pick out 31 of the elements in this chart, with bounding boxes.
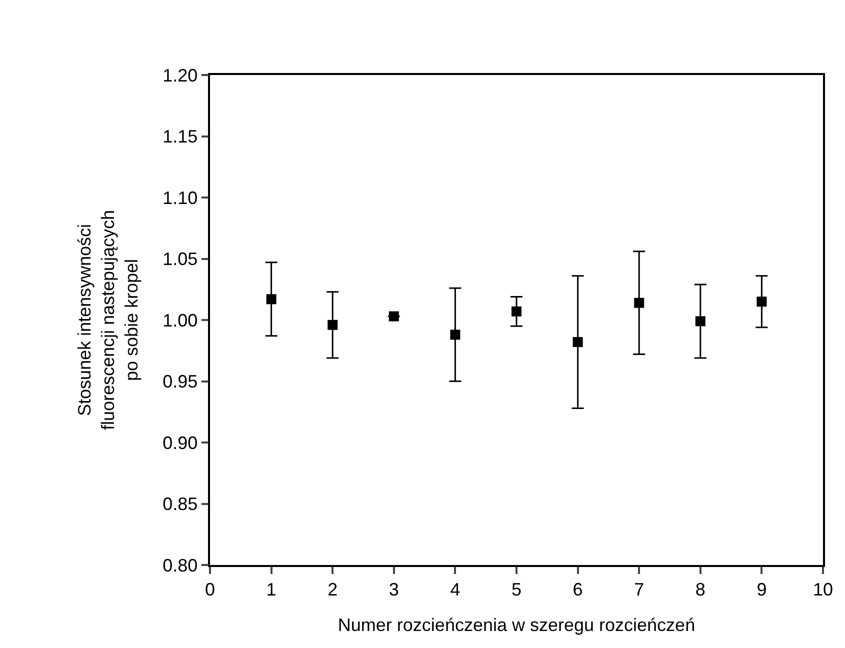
y-tick-label: 0.80: [162, 555, 198, 576]
x-tick-label: 7: [634, 579, 644, 600]
x-tick-label: 5: [511, 579, 522, 600]
y-tick-label: 0.90: [162, 432, 198, 453]
y-tick-label: 1.05: [162, 249, 198, 270]
point: [695, 316, 706, 326]
y-tick-label: 1.00: [162, 310, 198, 330]
x-tick-label: 10: [812, 579, 834, 600]
x-axis-title: Numer rozcieńczenia w szeregu rozcieńczeń: [338, 614, 696, 635]
x-tick-label: 8: [695, 579, 706, 600]
x-tick-label: 9: [756, 579, 767, 600]
y-tick-label: 0.95: [162, 372, 198, 392]
y-tick-label: 1.20: [162, 65, 198, 86]
point: [450, 330, 460, 340]
y-tick-label: 0.85: [162, 494, 198, 514]
point: [388, 311, 399, 322]
x-tick-label: 3: [388, 579, 399, 600]
point: [266, 294, 276, 304]
point: [512, 306, 522, 316]
y-tick-label: 1.10: [162, 188, 198, 208]
x-tick-label: 0: [204, 579, 216, 600]
point: [756, 296, 767, 307]
x-tick-label: 1: [266, 579, 276, 600]
y-axis-title: Stosunek intensywności fluorescencji nastepujących po sobie kropel: [74, 210, 142, 430]
point: [634, 298, 644, 308]
point: [328, 320, 338, 330]
x-tick-label: 6: [572, 579, 583, 600]
x-tick-label: 2: [328, 579, 338, 600]
x-tick-label: 4: [450, 579, 460, 600]
point: [572, 337, 583, 348]
y-tick-label: 1.15: [162, 126, 198, 147]
